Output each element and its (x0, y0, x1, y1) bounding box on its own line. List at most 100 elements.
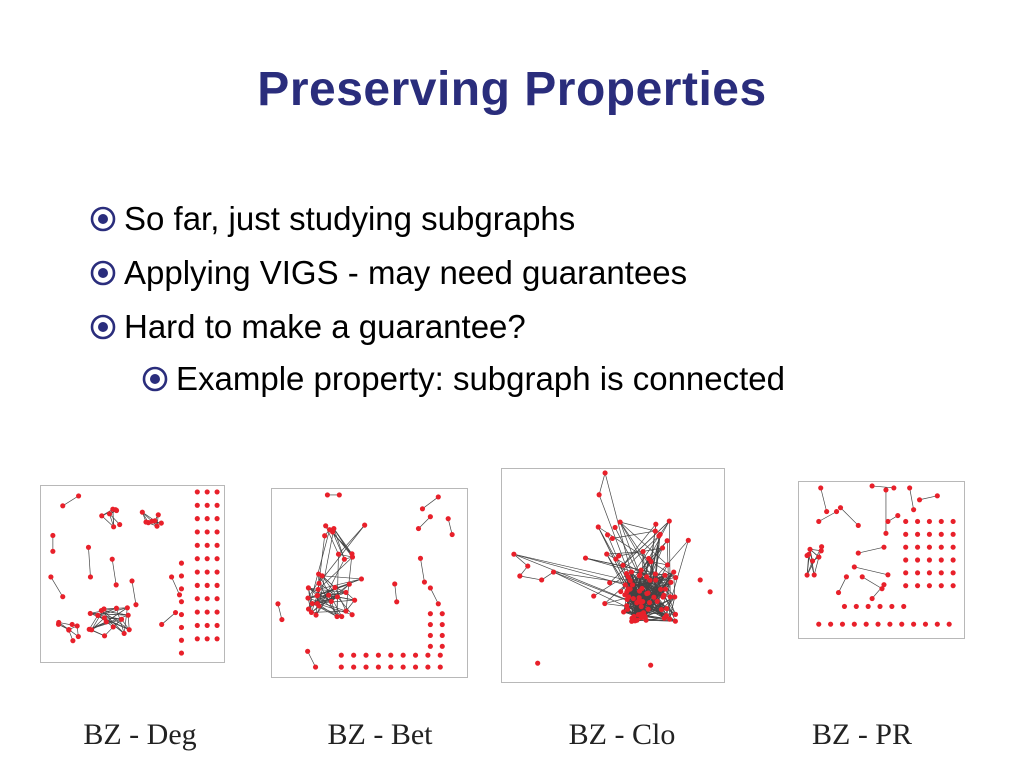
graph-node (843, 574, 849, 580)
graph-node (938, 531, 944, 537)
graph-node (604, 532, 611, 538)
circled-dot-icon (140, 364, 170, 394)
graph-node (445, 516, 451, 522)
graph-node (839, 621, 846, 627)
graph-node (938, 583, 944, 589)
graph-edge (307, 575, 323, 599)
graph-node (336, 492, 342, 498)
graph-node (427, 585, 433, 591)
graph-node (69, 621, 75, 627)
graph-node (869, 595, 875, 602)
graph-node (914, 583, 921, 589)
graph-node (194, 556, 200, 562)
graph-node (629, 615, 635, 621)
graph-edge (123, 607, 128, 634)
graph-node (804, 552, 810, 559)
graph-node (204, 489, 210, 495)
graph-node (330, 529, 336, 535)
graph-node (883, 530, 889, 536)
graph-node (305, 595, 311, 601)
graph-node (934, 621, 940, 627)
graph-node (624, 596, 630, 602)
graph-node (916, 497, 923, 503)
graph-node (439, 632, 445, 639)
graph-node (214, 569, 220, 575)
graph-node (517, 573, 523, 579)
graph-edge (106, 607, 128, 623)
graph-node (412, 664, 419, 670)
graph-node (351, 664, 357, 670)
graph-node (392, 581, 398, 587)
graph-edge (318, 528, 335, 606)
graph-edge (598, 472, 606, 495)
graph-node (816, 518, 822, 525)
graph-node (95, 612, 101, 618)
graph-node (178, 586, 185, 592)
graph-node (312, 664, 319, 670)
graph-edge (332, 531, 353, 558)
graph-node (895, 513, 901, 519)
graph-node (194, 622, 200, 628)
graph-node (903, 544, 909, 550)
graph-node (662, 572, 668, 578)
graph-node (903, 518, 909, 525)
graph-node (178, 560, 185, 566)
graph-node (855, 550, 861, 556)
graph-node (349, 551, 355, 557)
graph-node (314, 593, 320, 599)
graph-node (511, 551, 517, 557)
graph-node (653, 521, 659, 527)
graph-node (658, 586, 664, 592)
graph-node (885, 518, 891, 525)
graph-edge (91, 621, 107, 631)
graph-node (214, 596, 220, 602)
graph-node (439, 621, 445, 628)
graph-node (833, 509, 840, 515)
bullet-item: So far, just studying subgraphs (88, 192, 785, 246)
graph-node (828, 621, 834, 627)
graph-node (810, 558, 816, 564)
graph-node (816, 621, 822, 627)
graph-node (604, 551, 610, 557)
graph-node (811, 572, 817, 578)
graph-node (648, 662, 654, 668)
graph-node (204, 516, 210, 522)
graph-node (323, 523, 329, 529)
graph-edge (101, 515, 114, 528)
graph-node (400, 664, 406, 670)
graph-node (194, 489, 200, 495)
graph-node (375, 664, 381, 670)
graph-node (415, 526, 422, 532)
graph-node (439, 611, 445, 617)
graph-node (98, 608, 104, 614)
graph-node (435, 494, 441, 500)
graph-edge (858, 546, 885, 554)
graph-node (950, 544, 956, 550)
graph-node (66, 627, 72, 633)
graph-node (853, 603, 859, 609)
graph-node (204, 596, 210, 602)
graph-node (922, 621, 929, 627)
caption-clo: BZ - Clo (568, 718, 676, 751)
graph-node (639, 585, 645, 591)
graph-node (645, 590, 651, 596)
graph-node (48, 574, 54, 580)
graph-node (143, 519, 149, 525)
graph-node (666, 518, 672, 524)
graph-node (124, 605, 130, 611)
graph-node (194, 596, 200, 602)
sub-bullet-item: Example property: subgraph is connected (140, 354, 785, 404)
graph-edge (418, 516, 431, 529)
graph-node (851, 564, 857, 570)
graph-node (362, 522, 368, 528)
graph-node (903, 570, 909, 576)
graph-edge (337, 596, 353, 615)
graph-edge (50, 576, 64, 597)
graph-edge (112, 509, 114, 527)
graph-edge (315, 587, 336, 616)
graph-edge (840, 507, 859, 526)
graph-edge (104, 617, 122, 620)
graph-node (60, 594, 66, 600)
graph-node (50, 548, 56, 554)
graph-node (275, 601, 281, 607)
